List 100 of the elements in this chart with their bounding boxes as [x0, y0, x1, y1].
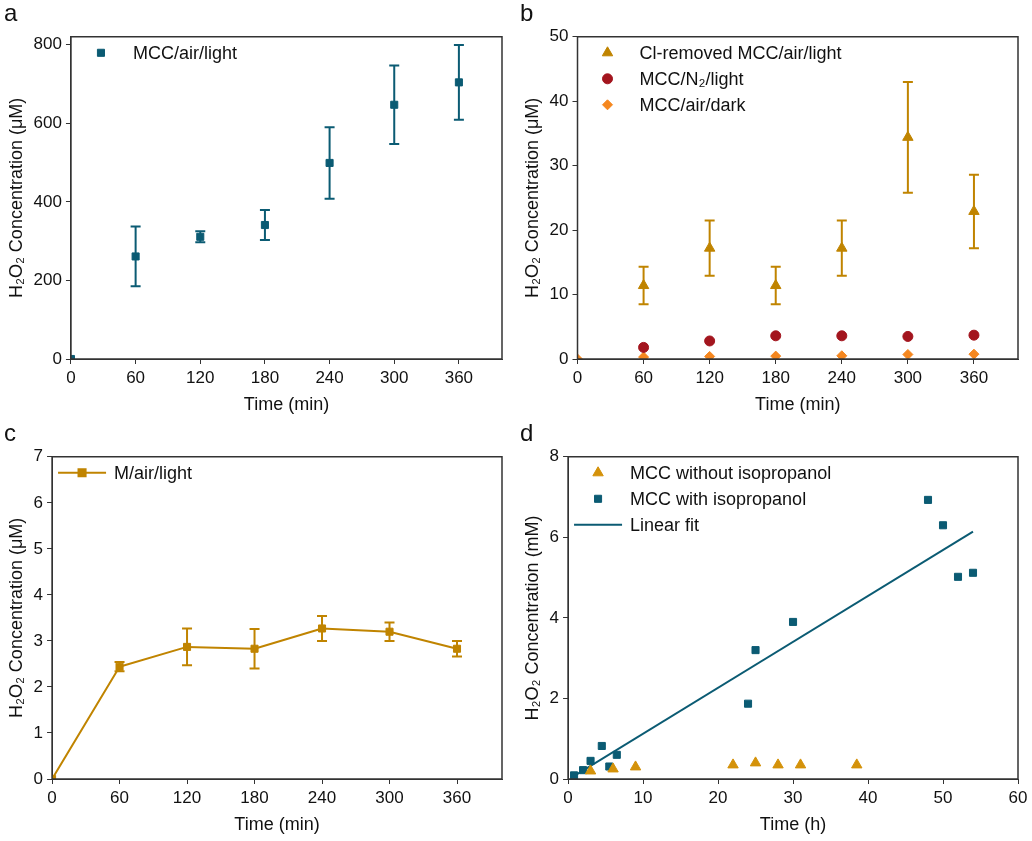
x-tick-label: 300 [380, 367, 409, 387]
point [953, 572, 963, 581]
y-axis-title: H₂O₂ Concentration (μM) [521, 97, 542, 299]
y-tick-label: 6 [33, 492, 44, 512]
x-axis-title: Time (min) [755, 394, 841, 415]
y-tick-label: 7 [33, 446, 44, 466]
x-tick-label: 360 [959, 367, 989, 387]
y-tick-label: 0 [559, 348, 569, 368]
y-tick-label: 4 [549, 607, 560, 627]
legend-label: M/air/light [114, 462, 193, 483]
point [612, 750, 621, 759]
y-tick-label: 800 [33, 34, 62, 54]
x-tick-label: 20 [708, 787, 728, 807]
x-tick-label: 360 [444, 367, 474, 387]
x-tick-label: 0 [66, 367, 76, 387]
x-tick-label: 240 [827, 367, 856, 387]
point [968, 568, 978, 577]
point [579, 766, 588, 775]
chart-title: c [4, 419, 16, 447]
x-tick-label: 40 [858, 787, 878, 807]
x-tick-label: 300 [375, 787, 404, 807]
y-tick-label: 0 [33, 768, 44, 788]
point [836, 330, 848, 342]
x-tick-label: 10 [633, 787, 653, 807]
y-tick-label: 0 [52, 348, 62, 368]
point [586, 756, 595, 765]
y-tick-label: 6 [549, 527, 560, 547]
point [638, 341, 650, 353]
legend-label: MCC/air/light [132, 42, 237, 63]
x-tick-label: 0 [572, 367, 583, 387]
x-tick-label: 120 [172, 787, 202, 807]
y-tick-label: 200 [33, 270, 62, 290]
legend-label: Linear fit [630, 514, 700, 535]
x-tick-label: 300 [893, 367, 923, 387]
y-tick-label: 50 [549, 26, 569, 46]
y-tick-label: 10 [549, 284, 569, 304]
x-tick-label: 60 [634, 367, 654, 387]
legend-label: MCC/air/dark [639, 94, 747, 115]
y-tick-label: 2 [33, 676, 44, 696]
x-tick-label: 30 [783, 787, 803, 807]
point [607, 762, 619, 773]
y-tick-label: 30 [549, 155, 569, 175]
point [902, 348, 914, 359]
legend-label: MCC/N₂/light [639, 68, 744, 89]
x-axis-title: Time (min) [234, 814, 320, 835]
y-tick-label: 0 [549, 768, 560, 788]
y-axis-title: H₂O₂ Concentration (μM) [5, 97, 26, 299]
y-tick-label: 400 [33, 191, 62, 211]
chart-title: d [520, 419, 534, 447]
x-tick-label: 180 [250, 367, 280, 387]
y-tick-label: 40 [549, 90, 569, 110]
chart-title: a [4, 0, 18, 27]
y-tick-label: 3 [33, 630, 44, 650]
y-tick-label: 8 [549, 446, 560, 466]
y-tick-label: 1 [33, 722, 44, 742]
point [788, 617, 798, 626]
y-tick-label: 5 [33, 538, 44, 558]
x-tick-label: 60 [110, 787, 130, 807]
point [131, 252, 140, 261]
x-tick-label: 60 [126, 367, 146, 387]
point [727, 758, 739, 769]
point [751, 646, 760, 655]
point [794, 758, 807, 769]
x-tick-label: 240 [315, 367, 344, 387]
x-tick-label: 120 [186, 367, 215, 387]
y-axis-title: H₂O₂ Concentration (mM) [521, 515, 542, 721]
point [704, 350, 716, 359]
x-tick-label: 180 [240, 787, 269, 807]
point [851, 758, 863, 769]
x-tick-label: 50 [933, 787, 953, 807]
x-axis-title: Time (h) [759, 814, 827, 835]
point [968, 348, 980, 359]
y-tick-label: 600 [33, 112, 62, 132]
point [584, 764, 597, 775]
y-tick-label: 2 [549, 688, 560, 708]
point [938, 521, 948, 530]
x-tick-label: 240 [307, 787, 337, 807]
legend-label: MCC with isopropanol [630, 488, 807, 509]
chart-title: b [520, 0, 534, 27]
legend-label: MCC without isopropanol [630, 462, 832, 483]
point [902, 330, 914, 342]
point [770, 330, 782, 342]
point [597, 741, 606, 751]
x-tick-label: 180 [761, 367, 790, 387]
x-tick-label: 60 [1008, 787, 1028, 807]
x-tick-label: 120 [695, 367, 724, 387]
point [836, 350, 848, 359]
point [570, 771, 579, 779]
y-axis-title: H₂O₂ Concentration (μM) [5, 517, 26, 719]
y-tick-label: 20 [549, 219, 569, 239]
x-tick-label: 360 [442, 787, 472, 807]
point [968, 329, 980, 341]
point [770, 350, 782, 359]
point [704, 335, 716, 347]
y-tick-label: 4 [33, 584, 44, 604]
point [923, 495, 933, 504]
x-axis-title: Time (min) [243, 394, 330, 415]
point [744, 699, 753, 708]
legend-label: Cl-removed MCC/air/light [639, 42, 842, 63]
point [629, 760, 642, 771]
